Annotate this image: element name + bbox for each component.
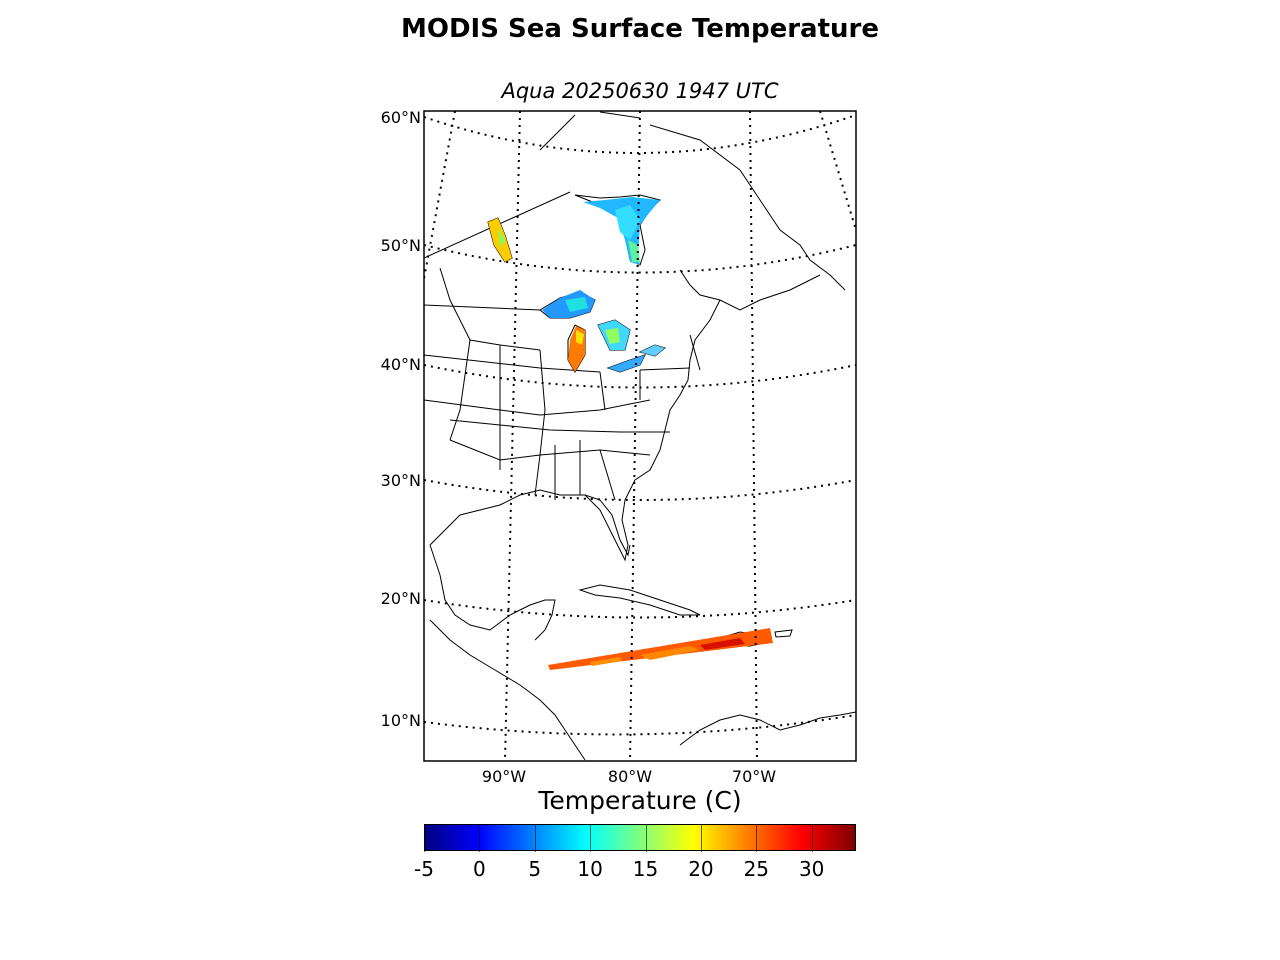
- colorbar-tick: [645, 825, 647, 852]
- lat-label-60: 60°N: [380, 108, 421, 127]
- lon-label-70w: 70°W: [731, 767, 777, 786]
- colorbar-tick-label: 25: [743, 857, 770, 881]
- lat-label-10: 10°N: [380, 711, 421, 730]
- graticule: [424, 111, 856, 761]
- colorbar-tick: [590, 825, 592, 852]
- colorbar-tick-label: 0: [473, 857, 486, 881]
- sst-lake-erie: [608, 355, 645, 372]
- lon-label-90w: 90°W: [481, 767, 527, 786]
- sst-caribbean: [548, 628, 773, 670]
- sst-hudson-bay: [583, 197, 660, 265]
- lon-label-80w: 80°W: [607, 767, 653, 786]
- colorbar-tick-label: -5: [414, 857, 434, 881]
- colorbar-tick-label: 5: [528, 857, 542, 881]
- colorbar-tick: [534, 825, 536, 852]
- colorbar-tick: [756, 825, 758, 852]
- sst-swaths: [488, 197, 773, 670]
- sst-lake-ontario: [640, 345, 665, 356]
- colorbar-tick-label: 20: [688, 857, 714, 881]
- lat-label-20: 20°N: [380, 589, 421, 608]
- lat-label-40: 40°N: [380, 355, 421, 374]
- map-frame: [423, 110, 857, 762]
- colorbar-tick-label: 10: [577, 857, 603, 881]
- colorbar-tick: [424, 825, 425, 852]
- colorbar: [424, 824, 856, 852]
- colorbar-title: Temperature (C): [538, 786, 742, 815]
- chart-subtitle: Aqua 20250630 1947 UTC: [501, 79, 779, 103]
- lat-label-50: 50°N: [380, 236, 421, 255]
- colorbar-tick: [811, 825, 813, 852]
- colorbar-tick-label: 30: [798, 857, 825, 881]
- colorbar-tick-label: 15: [632, 857, 659, 881]
- colorbar-tick: [479, 825, 481, 852]
- colorbar-tick: [700, 825, 702, 852]
- lat-label-30: 30°N: [380, 471, 421, 490]
- chart-title: MODIS Sea Surface Temperature: [401, 14, 879, 44]
